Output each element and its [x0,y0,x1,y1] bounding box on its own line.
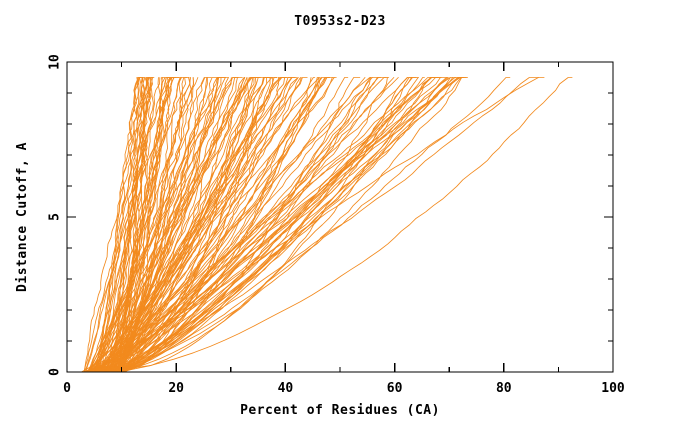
data-curve [93,77,208,373]
data-curve [106,77,441,373]
data-curve [120,77,425,373]
data-curve [121,77,433,373]
y-tick-label: 10 [48,54,63,70]
data-curve [102,77,220,373]
data-curve [85,77,268,373]
data-curve [109,77,171,373]
data-curve [120,77,439,373]
data-curve [84,77,161,373]
x-tick-label: 40 [278,381,294,396]
data-curve [104,77,447,373]
data-curve [85,77,149,373]
data-curve [104,77,539,373]
data-curve [83,77,144,373]
data-curve [90,77,449,373]
data-curve [93,77,254,373]
x-tick-labels-group: 0 20 40 60 80 100 [63,381,625,396]
data-curve [118,77,511,373]
data-curve [96,77,379,373]
data-curve [100,77,191,373]
data-curve [82,77,390,373]
data-curve [102,77,573,373]
data-curve [94,77,143,373]
x-axis-title: Percent of Residues (CA) [240,403,440,418]
data-curve [85,77,320,373]
data-curve [97,77,465,373]
data-curves-group [81,77,573,373]
data-curve [87,77,239,373]
data-curve [87,77,261,373]
data-curve [113,77,373,373]
data-curve [86,77,462,373]
data-curve [113,77,287,373]
x-tick-label: 60 [387,381,403,396]
data-curve [121,77,301,373]
y-tick-label: 0 [48,368,63,376]
data-curve [99,77,142,373]
x-tick-label: 0 [63,381,71,396]
data-curve [111,77,409,373]
y-axis-title: Distance Cutoff, A [15,142,30,292]
data-curve [101,77,454,373]
y-tick-label: 5 [48,213,63,221]
data-curve [114,77,417,373]
data-curve [108,77,335,373]
data-curve [106,77,451,373]
data-curve [105,77,154,373]
data-curve [104,77,272,373]
data-curve [93,77,229,373]
page-title: T0953s2-D23 [294,14,386,29]
data-curve [120,77,261,373]
data-curve [88,77,330,373]
axis-ticks-group [66,61,614,373]
data-curve [113,77,180,373]
data-curve [86,77,399,373]
data-curve [85,77,442,373]
data-curve [96,77,419,373]
data-curve [117,77,195,373]
data-curve [95,77,308,373]
x-tick-label: 20 [168,381,184,396]
data-curve [96,77,154,373]
data-curve [104,77,371,373]
y-tick-labels-group: 0 5 10 [48,54,63,376]
x-tick-label: 100 [601,381,625,396]
data-curve [83,77,170,373]
data-curve [107,77,413,373]
data-curve [87,77,237,373]
x-tick-label: 80 [496,381,512,396]
data-curve [87,77,163,373]
data-curve [93,77,463,373]
